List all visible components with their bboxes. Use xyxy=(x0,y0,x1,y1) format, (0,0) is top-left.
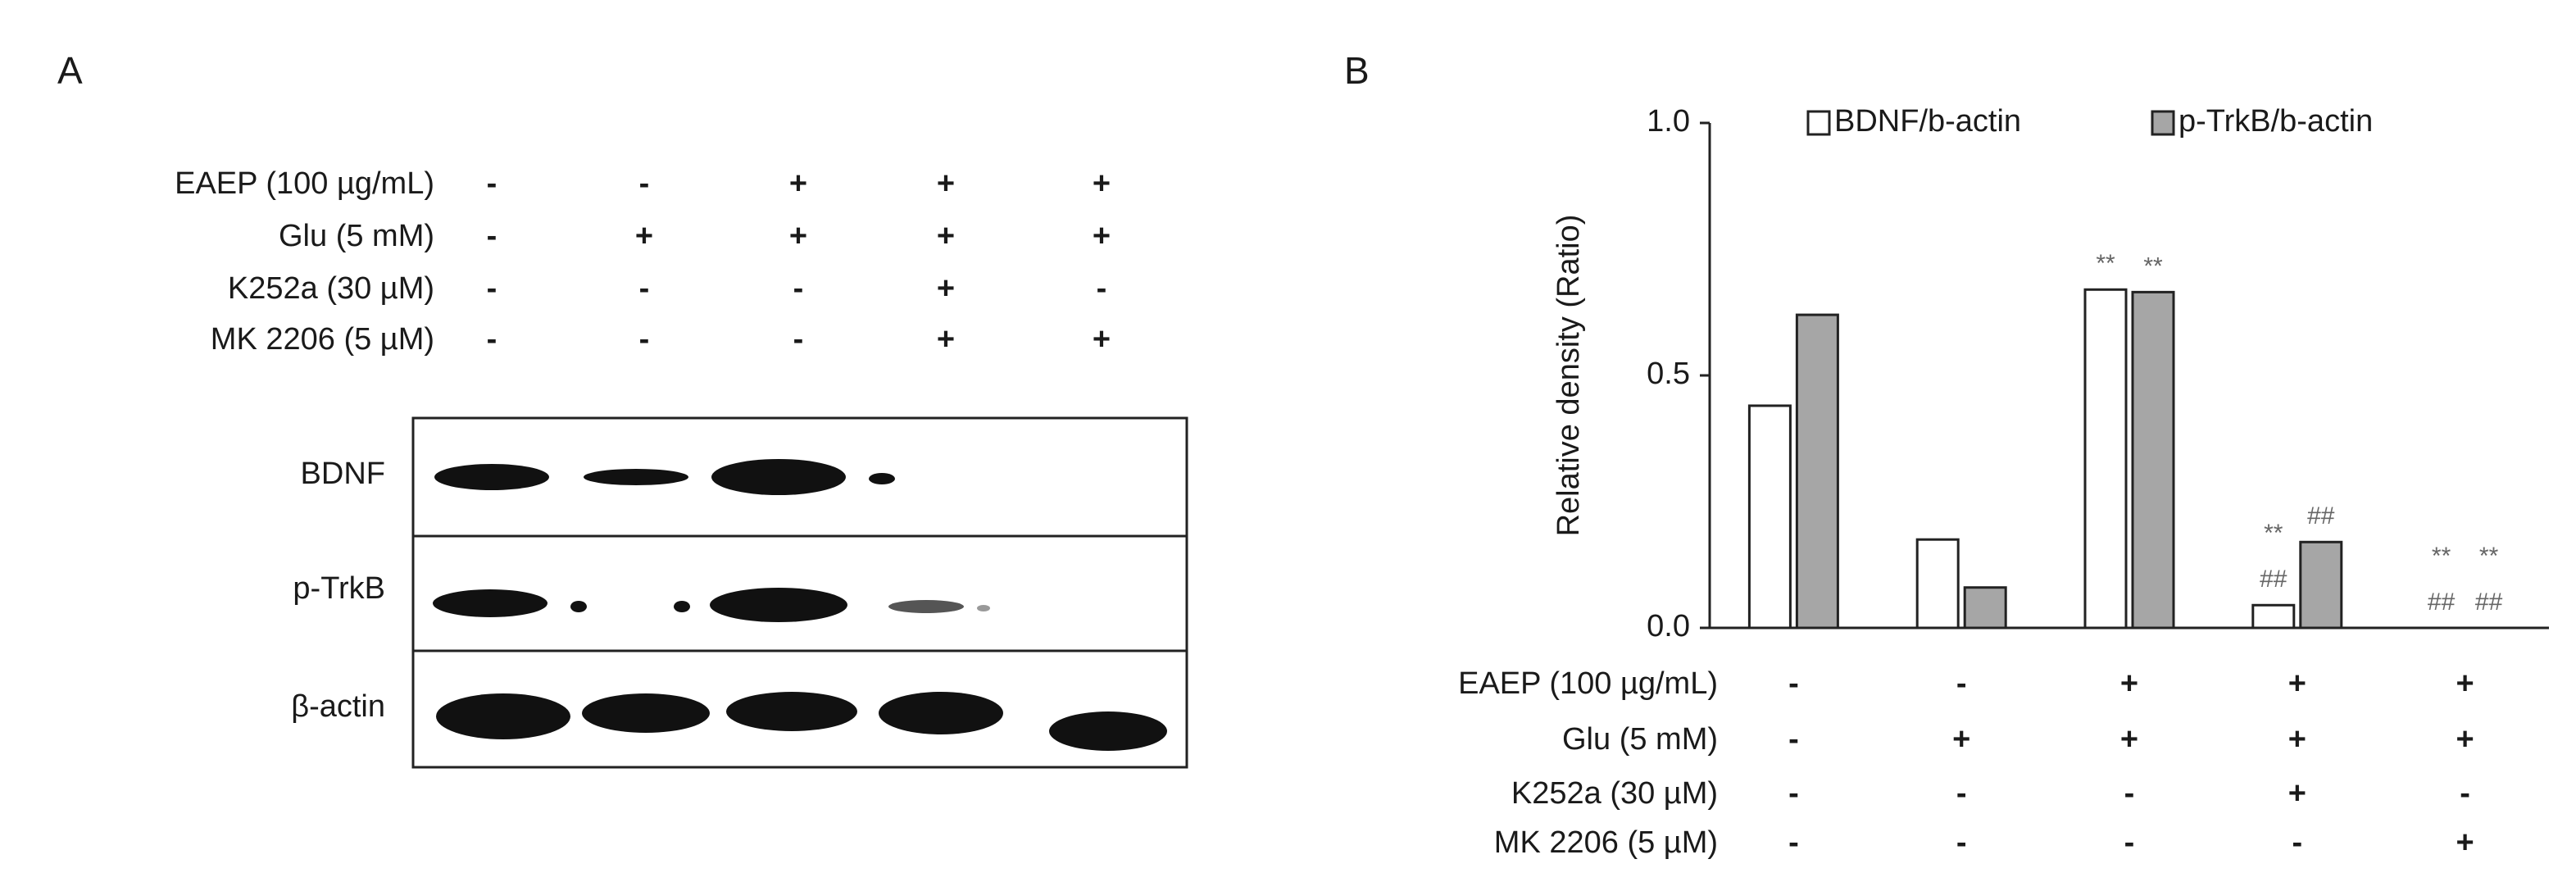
treatment-label: MK 2206 (5 µM) xyxy=(211,322,434,357)
bar xyxy=(1963,586,2007,630)
bar xyxy=(2251,603,2296,630)
treatment-mark: + xyxy=(1093,166,1111,201)
significance-mark: ## xyxy=(2307,502,2335,530)
legend-swatch xyxy=(1806,110,1831,136)
treatment-mark: + xyxy=(2120,722,2138,757)
treatment-mark: + xyxy=(789,166,807,201)
treatment-label: K252a (30 µM) xyxy=(228,271,434,306)
treatment-mark: + xyxy=(1093,322,1111,357)
treatment-mark: + xyxy=(2120,666,2138,701)
legend-label: BDNF/b-actin xyxy=(1834,104,2021,139)
treatment-mark: - xyxy=(2292,825,2302,860)
bar xyxy=(2083,288,2128,630)
significance-mark: ** xyxy=(2432,543,2451,570)
y-axis-label: Relative density (Ratio) xyxy=(1552,215,1586,537)
treatment-mark: + xyxy=(2456,722,2474,757)
blot-label: BDNF xyxy=(301,457,385,491)
legend-label: p-TrkB/b-actin xyxy=(2178,104,2373,139)
significance-mark: ** xyxy=(2143,252,2163,280)
legend-swatch xyxy=(2151,110,2175,136)
y-tick-label: 0.5 xyxy=(1647,357,1690,391)
treatment-mark: + xyxy=(2288,722,2306,757)
treatment-label: EAEP (100 µg/mL) xyxy=(175,166,434,201)
significance-mark: ** xyxy=(2264,520,2283,547)
treatment-mark: + xyxy=(2456,666,2474,701)
blot-label: p-TrkB xyxy=(293,571,385,606)
treatment-mark: + xyxy=(2288,666,2306,701)
treatment-mark: - xyxy=(1956,666,1967,701)
blot-frame xyxy=(411,416,1188,769)
treatment-mark: - xyxy=(793,322,804,357)
treatment-mark: + xyxy=(937,322,955,357)
treatment-mark: - xyxy=(2460,776,2470,811)
treatment-mark: - xyxy=(639,271,650,306)
treatment-label: Glu (5 mM) xyxy=(279,219,434,253)
treatment-mark: - xyxy=(1956,776,1967,811)
treatment-label: Glu (5 mM) xyxy=(1562,722,1718,757)
significance-mark: ## xyxy=(2428,589,2456,616)
treatment-mark: - xyxy=(793,271,804,306)
treatment-mark: - xyxy=(639,166,650,201)
treatment-mark: - xyxy=(2124,776,2135,811)
bands xyxy=(433,459,1167,751)
bar xyxy=(2299,540,2343,630)
treatment-mark: - xyxy=(1788,825,1799,860)
treatment-label: EAEP (100 µg/mL) xyxy=(1458,666,1718,701)
significance-mark: ## xyxy=(2475,589,2503,616)
treatment-mark: + xyxy=(937,271,955,306)
treatment-mark: + xyxy=(937,166,955,201)
treatment-mark: - xyxy=(487,322,497,357)
treatment-mark: - xyxy=(1956,825,1967,860)
treatment-mark: + xyxy=(1093,219,1111,253)
treatment-mark: + xyxy=(937,219,955,253)
treatment-mark: - xyxy=(487,271,497,306)
y-tick-label: 1.0 xyxy=(1647,104,1690,139)
treatment-label: K252a (30 µM) xyxy=(1511,776,1718,811)
treatment-mark: - xyxy=(1788,722,1799,757)
panel-label: A xyxy=(57,49,83,92)
treatment-mark: + xyxy=(789,219,807,253)
treatment-mark: - xyxy=(1097,271,1107,306)
treatment-mark: + xyxy=(2288,776,2306,811)
significance-mark: ## xyxy=(2260,566,2288,593)
bar xyxy=(1795,313,1839,630)
treatment-mark: - xyxy=(1788,666,1799,701)
significance-mark: ** xyxy=(2479,543,2499,570)
treatment-mark: - xyxy=(639,322,650,357)
bar xyxy=(2131,290,2175,630)
treatment-mark: - xyxy=(487,219,497,253)
treatment-mark: + xyxy=(1952,722,1970,757)
significance-mark: ** xyxy=(2096,250,2115,277)
treatment-mark: - xyxy=(2124,825,2135,860)
blot-label: β-actin xyxy=(291,689,385,724)
bar xyxy=(1915,538,1960,630)
treatment-mark: - xyxy=(1788,776,1799,811)
treatment-mark: - xyxy=(487,166,497,201)
y-tick-label: 0.0 xyxy=(1647,609,1690,643)
bar xyxy=(1747,404,1792,630)
treatment-mark: + xyxy=(635,219,653,253)
panel-label: B xyxy=(1344,49,1370,92)
western-blot xyxy=(411,416,1188,769)
treatment-label: MK 2206 (5 µM) xyxy=(1494,825,1718,860)
treatment-mark: + xyxy=(2456,825,2474,860)
